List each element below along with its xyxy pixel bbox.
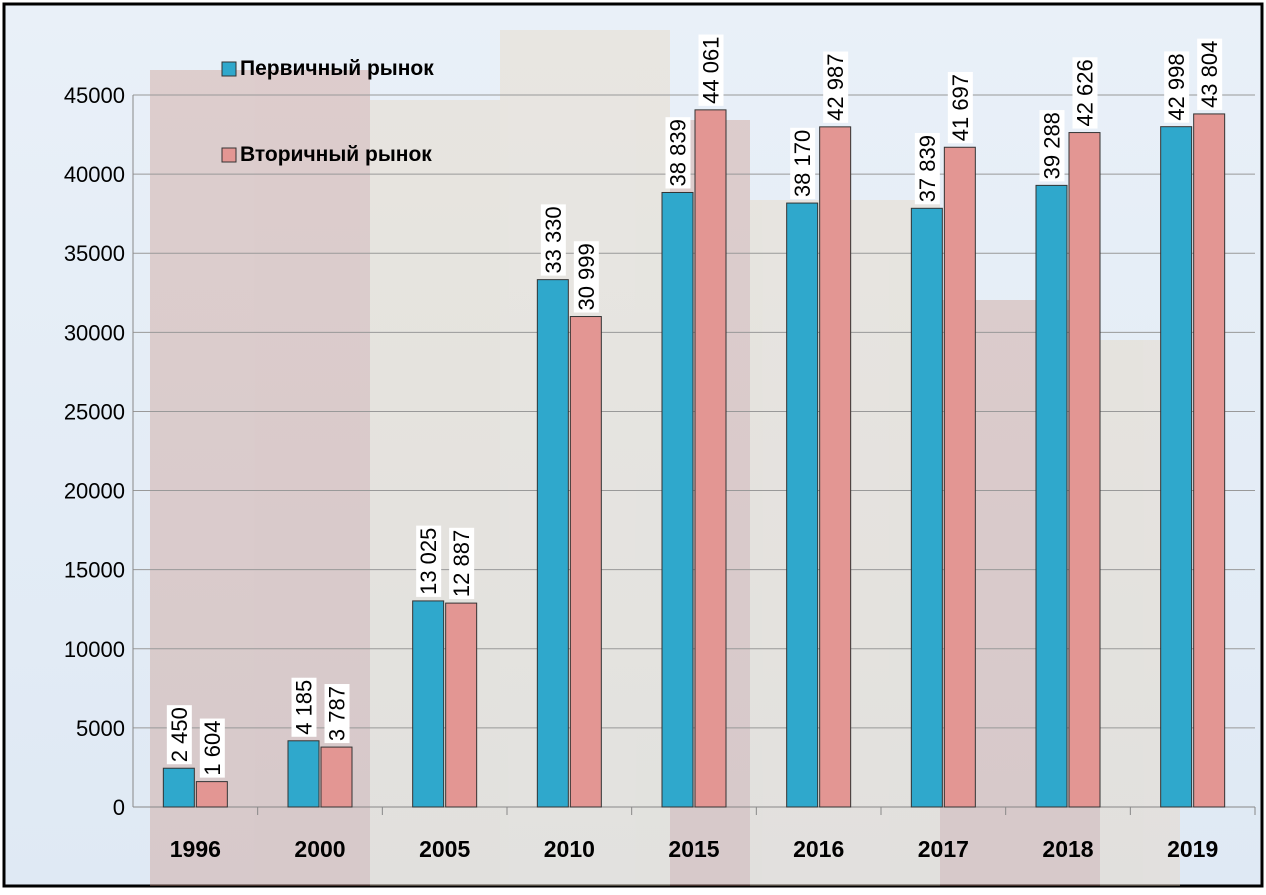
data-label: 44 061	[699, 37, 724, 104]
data-label-group: 43 804	[1197, 39, 1222, 110]
bar	[570, 317, 601, 807]
bar	[413, 601, 444, 807]
data-label: 37 839	[915, 135, 940, 202]
data-label: 41 697	[948, 74, 973, 141]
data-label-group: 33 330	[541, 204, 566, 275]
y-tick-label: 45000	[64, 83, 125, 108]
bar	[787, 203, 818, 807]
data-label: 33 330	[541, 206, 566, 273]
data-label: 42 626	[1073, 59, 1098, 126]
data-label: 2 450	[167, 707, 192, 762]
bar	[820, 127, 851, 807]
data-label: 4 185	[292, 680, 317, 735]
data-label-group: 3 787	[325, 684, 350, 743]
y-tick-label: 0	[113, 795, 125, 820]
x-tick-label: 2015	[668, 836, 719, 862]
legend-label: Первичный рынок	[240, 57, 434, 80]
data-label: 30 999	[574, 243, 599, 310]
x-tick-label: 2017	[918, 836, 969, 862]
legend-swatch	[222, 62, 236, 76]
y-tick-label: 20000	[64, 479, 125, 504]
legend-label: Вторичный рынок	[240, 143, 432, 166]
x-tick-label: 2005	[419, 836, 470, 862]
data-label: 42 987	[823, 54, 848, 121]
x-tick-label: 2018	[1042, 836, 1093, 862]
x-tick-label: 2010	[544, 836, 595, 862]
y-tick-label: 25000	[64, 399, 125, 424]
x-tick-label: 2000	[294, 836, 345, 862]
y-tick-label: 40000	[64, 162, 125, 187]
data-label-group: 38 170	[790, 128, 815, 199]
data-label-group: 1 604	[200, 719, 225, 778]
data-label: 12 887	[449, 530, 474, 597]
data-label: 38 839	[666, 119, 691, 186]
bar	[911, 208, 942, 807]
bar	[196, 782, 227, 807]
bar	[321, 747, 352, 807]
y-tick-label: 15000	[64, 558, 125, 583]
data-label-group: 42 626	[1073, 57, 1098, 128]
y-tick-label: 30000	[64, 320, 125, 345]
data-label-group: 42 998	[1164, 51, 1189, 122]
bar	[288, 741, 319, 807]
bar	[695, 110, 726, 807]
x-tick-label: 2016	[793, 836, 844, 862]
data-label-group: 39 288	[1040, 110, 1065, 181]
data-label: 39 288	[1040, 112, 1065, 179]
data-label: 3 787	[325, 686, 350, 741]
data-label: 38 170	[790, 130, 815, 197]
data-label-group: 2 450	[167, 705, 192, 764]
y-tick-label: 5000	[76, 716, 125, 741]
data-label-group: 30 999	[574, 241, 599, 312]
bar	[537, 280, 568, 807]
data-label-group: 37 839	[915, 133, 940, 204]
x-tick-label: 2019	[1167, 836, 1218, 862]
data-label: 43 804	[1197, 41, 1222, 108]
data-label: 13 025	[416, 528, 441, 595]
bar	[1194, 114, 1225, 807]
bar	[163, 768, 194, 807]
data-label-group: 12 887	[449, 528, 474, 599]
bar	[944, 147, 975, 807]
data-label-group: 41 697	[948, 72, 973, 143]
data-label-group: 13 025	[416, 526, 441, 597]
data-label: 42 998	[1164, 53, 1189, 120]
bar	[1069, 133, 1100, 807]
data-label-group: 44 061	[699, 35, 724, 106]
chart: 0 5000 10000 15000 20000 25000 30000 35000 40000…	[0, 0, 1266, 890]
data-label-group: 42 987	[823, 52, 848, 123]
legend-swatch	[222, 148, 236, 162]
data-label-group: 38 839	[666, 117, 691, 188]
data-label: 1 604	[200, 721, 225, 776]
data-label-group: 4 185	[292, 678, 317, 737]
bar	[1161, 127, 1192, 807]
bar	[1036, 185, 1067, 807]
bar	[446, 603, 477, 807]
page: 0 5000 10000 15000 20000 25000 30000 35000 40000…	[0, 0, 1266, 895]
y-tick-label: 10000	[64, 637, 125, 662]
y-tick-label: 35000	[64, 241, 125, 266]
bar	[662, 192, 693, 807]
x-tick-label: 1996	[170, 836, 221, 862]
